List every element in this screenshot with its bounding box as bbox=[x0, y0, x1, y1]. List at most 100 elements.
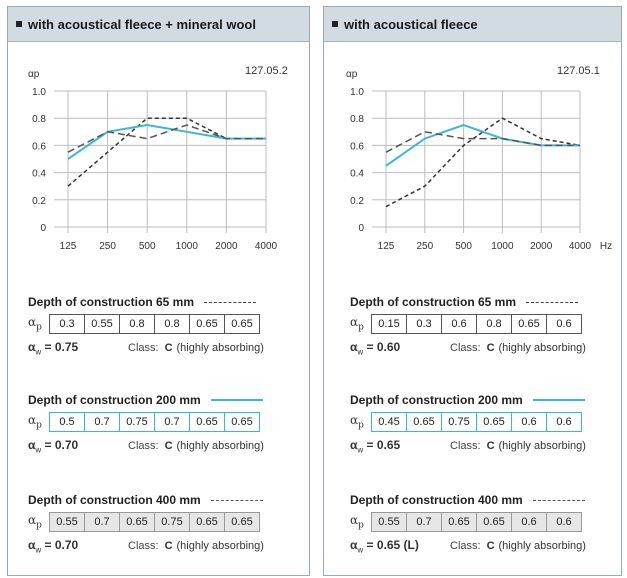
class-label: Class: bbox=[450, 342, 481, 355]
alpha-w-rating: αw = 0.75 bbox=[28, 340, 79, 357]
value-row: 0.55 0.7 0.65 0.75 0.65 0.65 bbox=[49, 512, 260, 532]
alpha-w-rating: αw = 0.65 (L) bbox=[350, 538, 419, 555]
alpha-w-value: = 0.65 (L) bbox=[366, 538, 419, 552]
legend-line-dashed bbox=[204, 301, 257, 303]
y-tick-label: 1.0 bbox=[350, 87, 364, 98]
value-cell: 0.6 bbox=[441, 314, 477, 334]
series-line-1 bbox=[385, 117, 581, 208]
value-cell: 0.65 bbox=[406, 412, 442, 432]
class-value: C bbox=[164, 440, 173, 453]
series-name: Depth of construction 400 mm bbox=[28, 493, 201, 507]
value-cell: 0.55 bbox=[49, 512, 85, 532]
alpha-w-rating: αw = 0.70 bbox=[28, 438, 79, 455]
construction-400: Depth of construction 400 mm αp 0.55 0.7… bbox=[28, 493, 264, 554]
legend-line-dashed bbox=[526, 301, 579, 303]
value-cell: 0.6 bbox=[511, 412, 547, 432]
class-label: Class: bbox=[128, 342, 159, 355]
x-tick-label: 1000 bbox=[176, 241, 199, 252]
series-line-3 bbox=[385, 131, 580, 153]
y-tick-label: 1.0 bbox=[32, 87, 46, 98]
value-cell: 0.65 bbox=[224, 412, 260, 432]
panel-title: with acoustical fleece + mineral wool bbox=[28, 16, 256, 32]
product-code: 127.05.1 bbox=[557, 65, 600, 77]
class-description: (highly absorbing) bbox=[176, 440, 264, 453]
bullet-icon bbox=[16, 21, 22, 27]
y-tick-label: 0.8 bbox=[32, 114, 46, 125]
value-cell: 0.65 bbox=[189, 314, 225, 334]
x-tick-label: 2000 bbox=[530, 241, 553, 252]
alpha-w-rating: αw = 0.70 bbox=[28, 538, 79, 555]
legend-line-solid bbox=[532, 399, 585, 401]
alpha-w-rating: αw = 0.60 bbox=[350, 340, 401, 357]
series-name: Depth of construction 200 mm bbox=[350, 393, 523, 407]
x-tick-label: 1000 bbox=[491, 241, 514, 252]
alpha-w-value: = 0.60 bbox=[366, 340, 401, 354]
value-cell: 0.65 bbox=[224, 314, 260, 334]
y-tick-label: 0.4 bbox=[350, 169, 364, 180]
class-label: Class: bbox=[450, 540, 481, 553]
absorption-chart: 0 0.2 0.4 0.6 0.8 1.0 125 250 500 1000 2000 4000 αp bbox=[28, 69, 278, 252]
y-tick-label: 0.6 bbox=[32, 141, 46, 152]
class-description: (highly absorbing) bbox=[176, 540, 264, 553]
x-tick-label: 500 bbox=[139, 241, 156, 252]
absorption-chart: 0 0.2 0.4 0.6 0.8 1.0 125 250 500 1000 2000 4000 αp H… bbox=[346, 69, 612, 252]
series-name: Depth of construction 400 mm bbox=[350, 493, 523, 507]
panel-header: with acoustical fleece bbox=[324, 7, 621, 42]
series-line-1 bbox=[67, 117, 266, 187]
value-cell: 0.75 bbox=[154, 512, 190, 532]
value-cell: 0.55 bbox=[84, 314, 120, 334]
y-axis-label: αp bbox=[28, 69, 40, 80]
alpha-p-symbol: αp bbox=[350, 513, 364, 531]
x-tick-label: 2000 bbox=[215, 241, 238, 252]
alpha-w-value: = 0.70 bbox=[44, 438, 79, 452]
panel-left: with acoustical fleece + mineral wool 12… bbox=[7, 6, 310, 576]
alpha-p-symbol: αp bbox=[28, 513, 42, 531]
construction-200: Depth of construction 200 mm αp 0.45 0.6… bbox=[350, 393, 586, 454]
series-name: Depth of construction 200 mm bbox=[28, 393, 201, 407]
x-tick-label: 250 bbox=[99, 241, 116, 252]
x-tick-label: 4000 bbox=[255, 241, 278, 252]
value-cell: 0.65 bbox=[189, 512, 225, 532]
class-value: C bbox=[164, 540, 173, 553]
alpha-w-value: = 0.70 bbox=[44, 538, 79, 552]
value-cell: 0.65 bbox=[511, 314, 547, 334]
x-tick-label: 125 bbox=[378, 241, 395, 252]
y-tick-label: 0 bbox=[40, 223, 46, 234]
value-row: 0.45 0.65 0.75 0.65 0.6 0.6 bbox=[371, 412, 582, 432]
product-code: 127.05.2 bbox=[245, 65, 288, 77]
value-row: 0.5 0.7 0.75 0.7 0.65 0.65 bbox=[49, 412, 260, 432]
value-cell: 0.6 bbox=[546, 412, 582, 432]
value-cell: 0.55 bbox=[371, 512, 407, 532]
x-tick-label: 4000 bbox=[569, 241, 592, 252]
value-cell: 0.8 bbox=[476, 314, 512, 334]
value-cell: 0.65 bbox=[441, 512, 477, 532]
legend-line-dashed bbox=[210, 499, 263, 501]
alpha-p-symbol: αp bbox=[350, 413, 364, 431]
value-cell: 0.7 bbox=[84, 412, 120, 432]
value-cell: 0.65 bbox=[189, 412, 225, 432]
value-cell: 0.45 bbox=[371, 412, 407, 432]
y-tick-label: 0 bbox=[358, 223, 364, 234]
alpha-w-value: = 0.65 bbox=[366, 438, 401, 452]
class-value: C bbox=[486, 440, 495, 453]
class-label: Class: bbox=[128, 440, 159, 453]
series-line-3 bbox=[67, 124, 266, 153]
class-description: (highly absorbing) bbox=[176, 342, 264, 355]
class-value: C bbox=[486, 342, 495, 355]
panel-right: with acoustical fleece 127.05.1 0 0.2 0.4 0… bbox=[323, 6, 622, 576]
panel-title: with acoustical fleece bbox=[344, 16, 478, 32]
y-tick-label: 0.6 bbox=[350, 141, 364, 152]
series-name: Depth of construction 65 mm bbox=[350, 295, 517, 309]
alpha-p-symbol: αp bbox=[28, 315, 42, 333]
value-cell: 0.7 bbox=[84, 512, 120, 532]
value-cell: 0.8 bbox=[154, 314, 190, 334]
alpha-w-value: = 0.75 bbox=[44, 340, 79, 354]
bullet-icon bbox=[332, 21, 338, 27]
construction-200: Depth of construction 200 mm αp 0.5 0.7 … bbox=[28, 393, 264, 454]
value-cell: 0.8 bbox=[119, 314, 155, 334]
class-value: C bbox=[486, 540, 495, 553]
value-cell: 0.65 bbox=[224, 512, 260, 532]
y-axis-label: αp bbox=[346, 69, 358, 80]
value-cell: 0.3 bbox=[406, 314, 442, 334]
value-cell: 0.15 bbox=[371, 314, 407, 334]
